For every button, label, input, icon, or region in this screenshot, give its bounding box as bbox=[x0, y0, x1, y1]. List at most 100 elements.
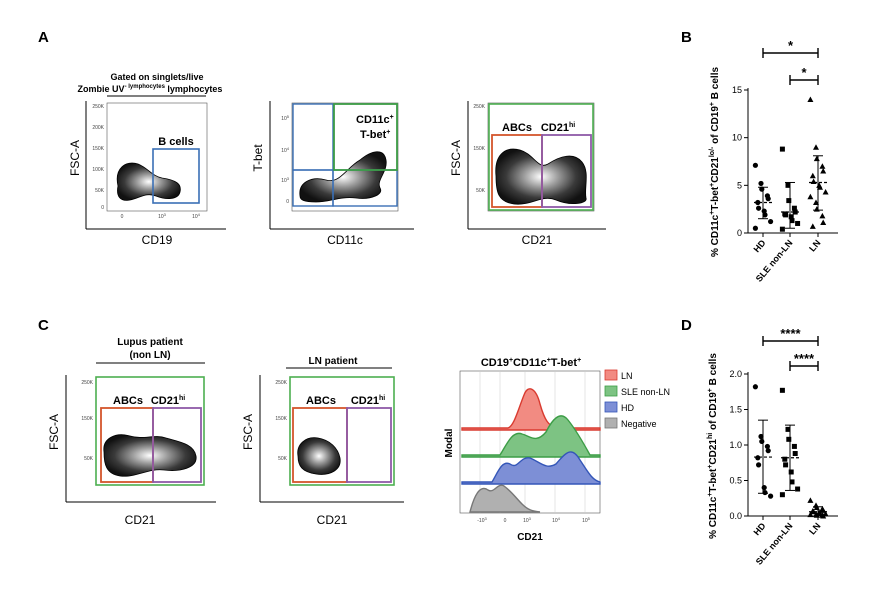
c1-fsc-tick-mid: 150K bbox=[81, 416, 93, 422]
d-point-1-7 bbox=[788, 469, 794, 475]
gating-note-line2: Zombie UV- lymphocytes lymphocytes bbox=[78, 84, 223, 94]
gate-label-cd21hi-c1: CD21hi bbox=[151, 395, 185, 407]
b-point-2-14 bbox=[820, 219, 827, 226]
b-point-0-8 bbox=[762, 212, 768, 218]
b-point-1-8 bbox=[789, 218, 795, 224]
ylabel-c1: FSC-A bbox=[47, 414, 61, 450]
legend-label-ln: LN bbox=[621, 371, 633, 381]
b-point-1-4 bbox=[792, 209, 798, 215]
hist-tick-1e5: 105 bbox=[582, 516, 591, 524]
b-point-2-12 bbox=[813, 206, 820, 212]
histogram-hd bbox=[461, 451, 601, 485]
d-xtick-label-0: HD bbox=[752, 520, 768, 537]
b-point-2-6 bbox=[810, 178, 817, 185]
a3-fsc-tick-150k: 150K bbox=[473, 146, 485, 152]
d-ytick-label-3: 1.5 bbox=[729, 405, 742, 415]
b-point-0-5 bbox=[755, 199, 761, 206]
panel-label-c: C bbox=[38, 317, 49, 334]
c1-title-line2: (non LN) bbox=[129, 350, 170, 361]
cell-population-a2 bbox=[299, 151, 387, 203]
b-significance: ** bbox=[762, 38, 819, 85]
b-point-2-9 bbox=[822, 189, 829, 195]
panel-label-b: B bbox=[681, 29, 692, 46]
b-point-1-0 bbox=[779, 146, 785, 152]
c2-fsc-tick-mid: 150K bbox=[275, 416, 287, 422]
gate-label-abcs-c2: ABCs bbox=[306, 395, 336, 407]
gate-tbet-negative bbox=[292, 103, 334, 171]
legend-label-hd: HD bbox=[621, 403, 634, 413]
fsc-tick-200k: 200K bbox=[92, 125, 104, 131]
d-point-0-9 bbox=[768, 493, 774, 499]
histogram-c3: CD19+CD11c+T-bet+ LN SLE non-LN HD Negat… bbox=[444, 357, 670, 543]
flow-plot-a3: 250K 150K 50K ABCs CD21hi CD21 FSC-A bbox=[449, 101, 606, 247]
d-point-0-5 bbox=[755, 455, 761, 461]
gate-b-cells bbox=[152, 148, 200, 204]
legend-label-negative: Negative bbox=[621, 419, 657, 429]
b-data-points bbox=[752, 96, 829, 232]
xlabel-c2: CD21 bbox=[317, 513, 348, 527]
d-point-0-2 bbox=[759, 438, 765, 445]
b-point-2-10 bbox=[807, 193, 814, 200]
b-point-1-6 bbox=[783, 212, 789, 218]
fsc-tick-0: 0 bbox=[101, 205, 104, 211]
hist-tick-neg: -103 bbox=[477, 516, 487, 524]
d-point-1-1 bbox=[785, 426, 791, 432]
gate-label-cd11c: CD11c+ bbox=[356, 114, 394, 126]
cd19-tick-0: 0 bbox=[121, 214, 124, 220]
b-point-0-4 bbox=[765, 196, 771, 202]
b-point-2-15 bbox=[809, 223, 816, 229]
gate-cd21hi-c1 bbox=[152, 407, 202, 483]
histogram-legend: LN SLE non-LN HD Negative bbox=[604, 369, 670, 429]
b-ylabel: % CD11c+T-bet+CD21lo/- of CD19+ B cells bbox=[709, 67, 721, 258]
tbet-tick-1e5: 105 bbox=[281, 114, 290, 122]
flow-plot-c1: Lupus patient (non LN) 250K 150K 50K ABC… bbox=[47, 337, 216, 527]
histogram-ylabel: Modal bbox=[444, 428, 455, 457]
histogram-title: CD19+CD11c+T-bet+ bbox=[481, 357, 581, 369]
d-ylabel: % CD11c+T-bet+CD21hi of CD19+ B cells bbox=[707, 353, 719, 539]
d-point-2-10 bbox=[807, 511, 814, 518]
d-point-0-7 bbox=[761, 485, 767, 491]
d-y-ticks: 0.0 0.5 1.0 1.5 2.0 bbox=[729, 369, 748, 521]
b-point-1-2 bbox=[786, 198, 792, 204]
d-point-1-2 bbox=[786, 436, 792, 442]
b-point-1-3 bbox=[791, 205, 797, 211]
d-point-0-8 bbox=[762, 489, 768, 496]
xlabel-a2: CD11c bbox=[327, 233, 363, 247]
cd19-tick-1e3: 103 bbox=[158, 212, 167, 220]
legend-swatch-sle bbox=[604, 385, 618, 397]
b-point-2-13 bbox=[819, 212, 826, 219]
c1-fsc-tick-low: 50K bbox=[84, 456, 94, 462]
d-point-1-5 bbox=[782, 456, 788, 462]
b-point-0-1 bbox=[758, 180, 764, 187]
d-point-0-3 bbox=[764, 443, 771, 450]
panel-label-d: D bbox=[681, 317, 692, 334]
b-xtick-label-2: LN bbox=[807, 238, 822, 254]
b-xtick-label-0: HD bbox=[752, 237, 768, 254]
d-point-1-9 bbox=[795, 486, 801, 492]
b-point-0-10 bbox=[752, 225, 759, 231]
b-point-0-0 bbox=[752, 162, 759, 168]
d-point-2-0 bbox=[807, 497, 814, 503]
xlabel-a3: CD21 bbox=[522, 233, 553, 247]
legend-swatch-hd bbox=[604, 401, 618, 413]
fsc-tick-250k: 250K bbox=[92, 104, 104, 110]
c1-fsc-tick-top: 250K bbox=[81, 380, 93, 386]
tbet-tick-0: 0 bbox=[286, 199, 289, 205]
cd19-tick-1e4: 104 bbox=[192, 212, 201, 220]
hist-tick-0: 0 bbox=[504, 518, 507, 524]
b-y-ticks: 0 5 10 15 bbox=[732, 85, 748, 238]
d-ytick-label-0: 0.0 bbox=[729, 511, 742, 521]
d-ytick-label-2: 1.0 bbox=[729, 440, 742, 450]
b-point-2-1 bbox=[813, 144, 819, 150]
d-xtick-label-2: LN bbox=[807, 521, 822, 537]
ylabel-c2: FSC-A bbox=[241, 414, 255, 450]
gate-cd21hi-c2 bbox=[346, 407, 392, 483]
b-ytick-label-0: 0 bbox=[737, 228, 742, 238]
hist-tick-1e3: 103 bbox=[523, 516, 532, 524]
flow-plot-a1: 250K 200K 150K 100K 50K 0 0 103 104 B ce… bbox=[68, 101, 226, 247]
d-point-2-6 bbox=[810, 508, 817, 515]
d-sig-label-1: **** bbox=[794, 351, 815, 366]
